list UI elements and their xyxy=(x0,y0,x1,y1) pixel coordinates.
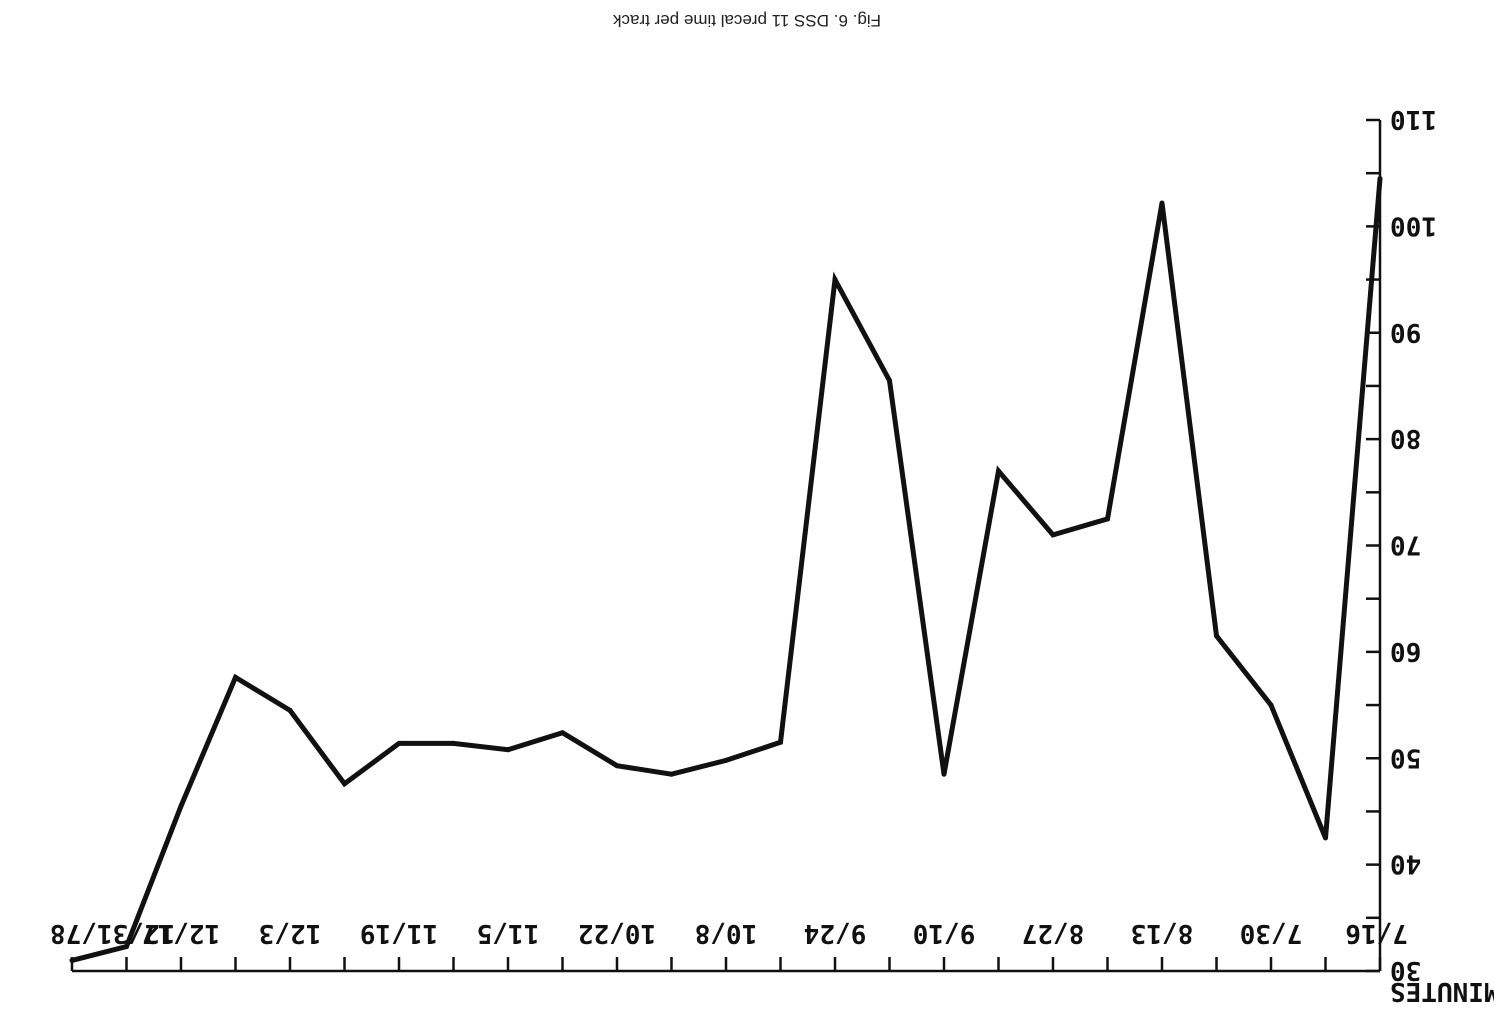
x-tick-label: 8/27 xyxy=(1022,918,1085,948)
data-point xyxy=(778,739,783,745)
data-point xyxy=(1323,835,1328,841)
x-tick-label: 12/3 xyxy=(259,918,322,948)
data-point xyxy=(1377,176,1383,182)
x-tick-label: 7/16 xyxy=(1345,918,1408,948)
x-tick-label: 8/13 xyxy=(1131,918,1194,948)
data-point xyxy=(505,747,511,753)
data-point xyxy=(1159,200,1165,206)
y-tick-label: 60 xyxy=(1390,636,1421,666)
y-tick-label: 100 xyxy=(1390,210,1437,240)
y-tick-label: 50 xyxy=(1390,742,1421,772)
data-point xyxy=(1268,702,1274,708)
data-point xyxy=(342,781,347,787)
x-tick-label: 10/8 xyxy=(695,918,758,948)
x-tick-label: 12/31/78 xyxy=(50,918,175,948)
data-point xyxy=(996,468,1001,474)
data-point xyxy=(396,740,402,746)
data-point xyxy=(941,771,947,777)
y-axis-label: MINUTES xyxy=(1390,976,1494,1006)
data-point xyxy=(832,277,838,283)
data-point xyxy=(233,674,238,680)
x-tick-label: 11/19 xyxy=(360,918,438,948)
x-tick-label: 11/5 xyxy=(477,918,540,948)
figure-caption: Fig. 6. DSS 11 precal time per track xyxy=(613,11,882,30)
y-tick-label: 70 xyxy=(1390,530,1421,560)
data-point xyxy=(1105,516,1110,522)
y-tick-label: 40 xyxy=(1390,849,1421,879)
data-point xyxy=(124,944,129,950)
data-point xyxy=(560,730,565,736)
data-point xyxy=(451,740,456,746)
data-point xyxy=(178,803,184,809)
x-tick-label: 12/17 xyxy=(142,918,220,948)
x-tick-label: 10/22 xyxy=(578,918,656,948)
y-tick-label: 30 xyxy=(1390,955,1421,985)
x-tick-label: 9/24 xyxy=(804,918,867,948)
x-tick-label: 7/30 xyxy=(1240,918,1303,948)
data-point xyxy=(887,378,892,384)
x-tick-label: 9/10 xyxy=(913,918,976,948)
data-point xyxy=(669,771,674,777)
y-tick-label: 90 xyxy=(1390,317,1421,347)
y-tick-label: 80 xyxy=(1390,423,1421,453)
y-tick-label: 110 xyxy=(1390,104,1437,134)
data-point xyxy=(614,763,620,769)
data-point xyxy=(1214,633,1219,639)
series-line xyxy=(71,178,1383,963)
data-point xyxy=(69,957,75,963)
data-point xyxy=(1050,532,1056,538)
data-point xyxy=(723,757,729,763)
data-point xyxy=(287,707,293,713)
